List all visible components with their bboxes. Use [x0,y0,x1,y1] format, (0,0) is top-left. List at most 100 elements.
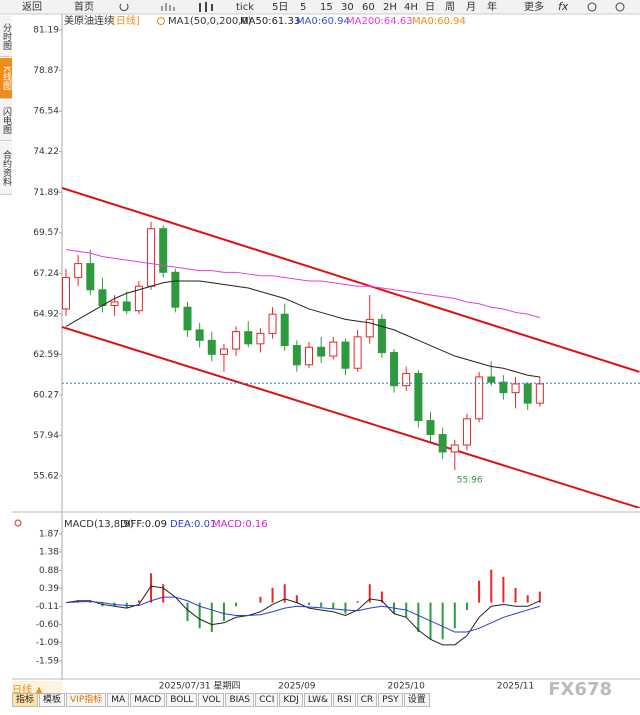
candle-body [207,339,216,355]
toolbar-item[interactable]: 更多 [524,0,544,13]
candle-body [475,376,484,420]
x-tick-label: 2025/11 [497,682,534,692]
indicator-tab[interactable]: BIAS [225,693,255,707]
sidebar-tab[interactable]: 闪电图 [0,100,12,141]
macd-icon[interactable] [14,519,22,527]
indicator-tab[interactable]: 模板 [39,693,66,707]
candle-body [268,313,277,334]
candle-body [341,341,350,369]
period-label: [日线] [112,14,140,27]
toolbar-item[interactable]: 首页 [74,0,94,13]
toolbar-item[interactable]: 周 [445,1,455,13]
low-label: 55.96 [457,476,483,486]
y-tick-label: 0.39 [39,584,59,594]
toolbar-item[interactable]: 日 [425,2,435,13]
indicator-tab[interactable]: LW& [303,693,332,707]
indicator-tab[interactable]: 指标 [12,693,39,707]
legend-entry: MA0:60.94 [296,16,350,27]
candle-body [256,332,265,345]
candle-body [110,301,119,306]
ma-line [65,249,540,319]
candle-body [462,418,471,446]
y-tick-label: 60.27 [33,390,59,400]
price-plot [62,186,640,508]
indicator-tab[interactable]: PSY [378,693,403,707]
tab-bar: 指标 模板 VIP指标 MA MACD BOLL VOL BIAS CCI KDJ LW& RSI CR… [12,693,431,707]
toolbar-item[interactable]: 月 [466,1,476,13]
indicator-tab[interactable]: CR [356,693,378,707]
candle-body [426,420,435,436]
y-tick-label: 62.59 [33,350,59,360]
sidebar-tab[interactable]: K线图 [0,58,12,99]
period-button[interactable]: 日线 ▲ [12,681,62,696]
legend-entry: MA50:61.33 [240,16,300,27]
x-tick-label: 2025/09 [278,682,316,692]
toolbar-item[interactable]: 返回 [22,1,42,13]
candle-body [147,228,156,287]
indicator-tab[interactable]: CCI [255,693,279,707]
candle-body [305,346,313,366]
candle-body [74,263,83,279]
sidebar-tab[interactable]: 合约资料 [0,142,12,195]
candle-body [183,306,192,331]
legend-entry: MACD:0.16 [212,519,268,530]
legend-entry: MA0:60.94 [412,16,466,27]
toolbar-item[interactable]: 4H [404,2,418,13]
candle-body [438,434,447,453]
candle-body [402,372,411,387]
legend-entry: MA200:64.63 [346,16,413,27]
y-tick-label: -1.59 [36,656,60,666]
y-tick-label: 67.24 [33,269,59,279]
indicator-tab[interactable]: VIP指标 [66,693,107,707]
toolbar-item[interactable]: 30 [341,2,354,13]
indicator-tab[interactable]: VOL [198,693,225,707]
toolbar-item[interactable]: 5日 [272,2,288,13]
bar-icon[interactable] [161,3,175,11]
candle-body [62,277,70,310]
chart-title: 美原油连续 [64,14,114,27]
fx-icon[interactable]: fx [558,0,569,13]
macd-line [65,585,541,646]
indicator-tab[interactable]: RSI [332,693,356,707]
toolbar-item[interactable]: 15 [320,2,333,13]
indicator-tab[interactable]: MA [107,693,130,707]
y-tick-label: 1.38 [39,547,59,557]
candle-body [98,289,107,306]
indicator-tab[interactable]: MACD [130,693,166,707]
candle-body [219,348,228,355]
indicator-tab[interactable]: 设置 [403,693,430,707]
toolbar-item[interactable]: 60 [362,2,375,13]
candle-body [377,318,386,354]
zoom-in[interactable] [615,2,625,12]
y-tick-label: 55.62 [33,472,59,482]
sidebar-tab[interactable]: 分时图 [0,16,12,57]
y-tick-label: 57.94 [33,431,59,441]
y-tick-label: 69.57 [33,228,59,238]
candle-icon[interactable] [199,2,213,12]
toolbar-item[interactable]: tick [236,2,254,13]
toolbar-item[interactable]: 5 [300,2,306,13]
x-tick-label: 2025/07/31 星期四 [159,681,241,692]
refresh-icon[interactable] [119,3,129,12]
candle-body [414,372,423,422]
candle-body [195,329,204,341]
trend-line [62,325,640,508]
indicator-tab[interactable]: BOLL [166,693,198,707]
candle-body [171,271,180,308]
candle-body [280,313,289,347]
toolbar-item[interactable]: 2H [383,2,397,13]
candle-body [523,383,532,404]
macd-line [65,596,540,633]
settings-icon[interactable] [157,17,165,25]
toolbar-item[interactable]: 年 [487,0,497,13]
candle-body [329,341,338,357]
macd-title: MACD(13,8,9) [64,519,134,530]
candle-body [86,263,95,291]
zoom-out[interactable] [587,2,597,12]
candle-body [317,346,326,357]
indicator-tab[interactable]: KDJ [279,693,303,707]
candle-body [450,444,459,453]
y-tick-label: 76.54 [33,107,59,117]
